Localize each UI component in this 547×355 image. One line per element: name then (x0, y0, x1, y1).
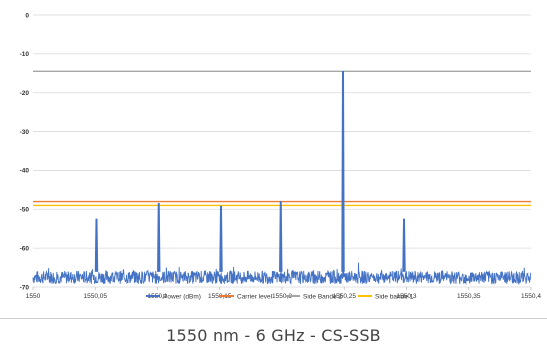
power-peak-5 (341, 70, 345, 272)
legend-label-4: Side bande 1 (375, 293, 414, 300)
legend-label-2: Carrier level (237, 293, 273, 300)
x-tick-label: 1550,3 (397, 293, 417, 300)
power-trace-group (32, 70, 532, 286)
power-peak-4 (279, 201, 283, 272)
x-axis-ticks: 15501550,051550,11550,151550,21550,25155… (26, 287, 541, 300)
power-noise-trace (32, 262, 532, 286)
gridlines (33, 14, 531, 288)
legend-label-1: Power (dBm) (163, 293, 201, 300)
x-tick-label: 1550 (26, 293, 41, 300)
x-tick-label: 1550,25 (333, 293, 357, 300)
x-tick-label: 1550,05 (84, 293, 108, 300)
y-tick-label: -30 (20, 129, 30, 136)
x-tick-label: 1550,2 (272, 293, 292, 300)
y-tick-label: -20 (20, 90, 30, 97)
y-tick-label: -40 (20, 168, 30, 175)
legend: Power (dBm) Carrier level Side Bande 2 Side… (146, 293, 414, 300)
x-tick-label: 1550,35 (457, 293, 481, 300)
spectrum-chart: 0 -10 -20 -30 -40 -50 -60 -70 1550 1550,05 1550,1… (20, 12, 542, 300)
caption-divider (0, 318, 547, 319)
y-tick-label: -50 (20, 207, 30, 214)
power-peak-1 (94, 218, 99, 272)
power-peak-3 (219, 205, 223, 272)
reference-lines (33, 70, 531, 207)
y-axis-ticks: 0 -10 -20 -30 -40 -50 -60 -70 (20, 12, 30, 291)
power-peak-2 (157, 203, 161, 272)
x-tick-label: 1550,15 (208, 293, 232, 300)
x-tick-label: 1550,4 (521, 293, 541, 300)
y-tick-label: -70 (20, 284, 30, 291)
y-tick-label: -60 (20, 245, 30, 252)
figure-caption: 1550 nm - 6 GHz - CS-SSB (166, 326, 381, 345)
legend-label-3: Side Bande 2 (303, 293, 342, 300)
y-tick-label: -10 (20, 51, 30, 58)
y-tick-label: 0 (25, 12, 29, 19)
power-peak-6 (402, 218, 406, 272)
